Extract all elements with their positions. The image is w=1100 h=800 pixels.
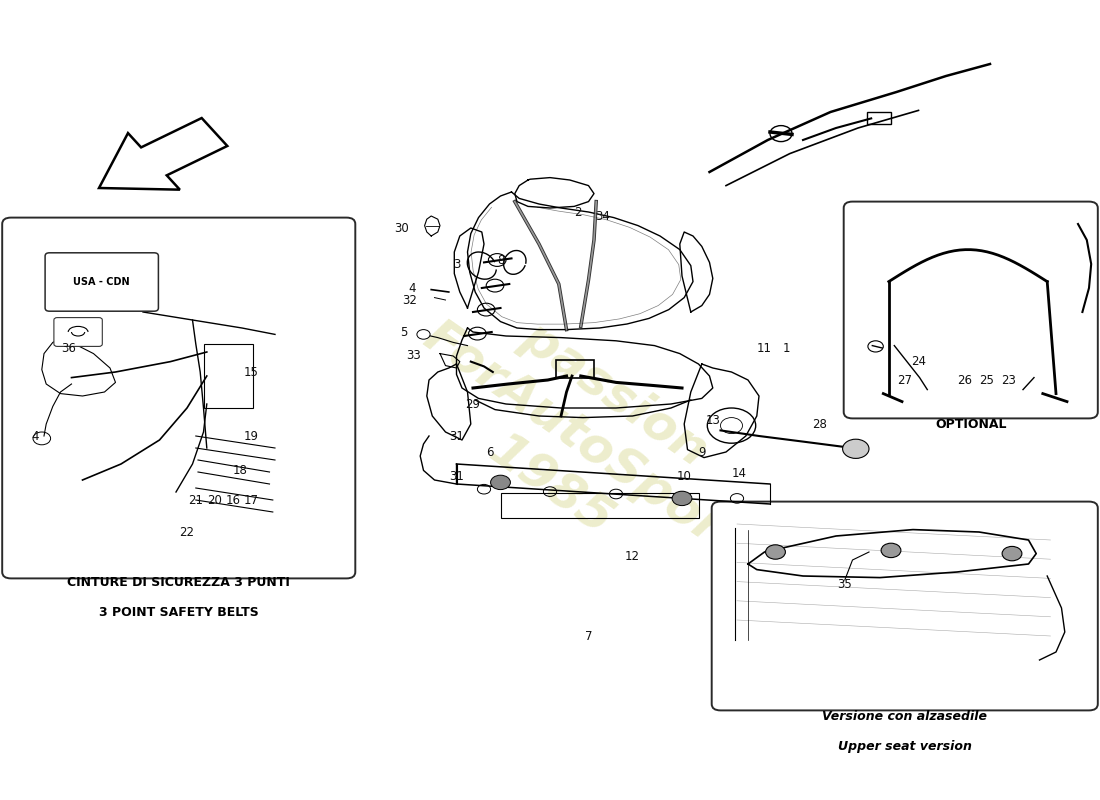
Text: 12: 12: [625, 550, 640, 562]
FancyBboxPatch shape: [712, 502, 1098, 710]
Text: 30: 30: [394, 222, 409, 234]
Text: 9: 9: [698, 446, 705, 458]
Text: 33: 33: [406, 350, 421, 362]
Text: 31: 31: [449, 430, 464, 442]
Text: 3: 3: [453, 258, 460, 270]
Text: 36: 36: [60, 342, 76, 354]
Circle shape: [1002, 546, 1022, 561]
Text: 11: 11: [757, 342, 772, 354]
Text: 34: 34: [595, 210, 610, 222]
FancyArrow shape: [99, 118, 228, 190]
Text: OPTIONAL: OPTIONAL: [935, 418, 1006, 431]
FancyBboxPatch shape: [45, 253, 158, 311]
Text: 29: 29: [465, 398, 481, 410]
Text: 26: 26: [957, 374, 972, 386]
Text: USA - CDN: USA - CDN: [74, 277, 130, 287]
Text: 19: 19: [243, 430, 258, 442]
Text: 13: 13: [705, 414, 720, 426]
Text: 2: 2: [574, 206, 581, 218]
Bar: [556, 360, 594, 378]
Text: 35: 35: [837, 578, 852, 590]
Text: 31: 31: [449, 470, 464, 482]
Circle shape: [843, 439, 869, 458]
Text: 32: 32: [402, 294, 417, 306]
Text: 4: 4: [409, 282, 416, 294]
Text: 14: 14: [732, 467, 747, 480]
Text: 23: 23: [1001, 374, 1016, 386]
FancyBboxPatch shape: [2, 218, 355, 578]
Text: 20: 20: [207, 494, 222, 506]
Text: CINTURE DI SICUREZZA 3 PUNTI: CINTURE DI SICUREZZA 3 PUNTI: [67, 576, 290, 589]
Text: 28: 28: [812, 418, 827, 430]
Text: 5: 5: [400, 326, 407, 338]
Text: Versione con alzasedile: Versione con alzasedile: [823, 710, 988, 723]
Text: 17: 17: [243, 494, 258, 506]
Bar: [204, 344, 253, 408]
Circle shape: [417, 330, 430, 339]
Text: 3 POINT SAFETY BELTS: 3 POINT SAFETY BELTS: [99, 606, 258, 618]
Circle shape: [672, 491, 692, 506]
Text: 24: 24: [911, 355, 926, 368]
Text: 1: 1: [783, 342, 790, 354]
Text: 8: 8: [497, 254, 504, 266]
Text: 21: 21: [188, 494, 204, 506]
Text: 4: 4: [32, 430, 39, 442]
Text: 27: 27: [896, 374, 912, 386]
Bar: [867, 112, 891, 124]
Text: 22: 22: [179, 526, 195, 538]
Text: 6: 6: [486, 446, 493, 458]
Text: passion
ForAutoSport
1985: passion ForAutoSport 1985: [383, 267, 783, 613]
Text: 10: 10: [676, 470, 692, 482]
Circle shape: [881, 543, 901, 558]
FancyBboxPatch shape: [844, 202, 1098, 418]
Text: 15: 15: [243, 366, 258, 378]
Text: Upper seat version: Upper seat version: [838, 740, 971, 753]
Circle shape: [491, 475, 510, 490]
Circle shape: [766, 545, 785, 559]
Bar: [500, 493, 698, 518]
Text: 16: 16: [226, 494, 241, 506]
Text: 7: 7: [585, 630, 592, 642]
Text: 18: 18: [232, 464, 248, 477]
Text: 25: 25: [979, 374, 994, 386]
FancyBboxPatch shape: [54, 318, 102, 346]
